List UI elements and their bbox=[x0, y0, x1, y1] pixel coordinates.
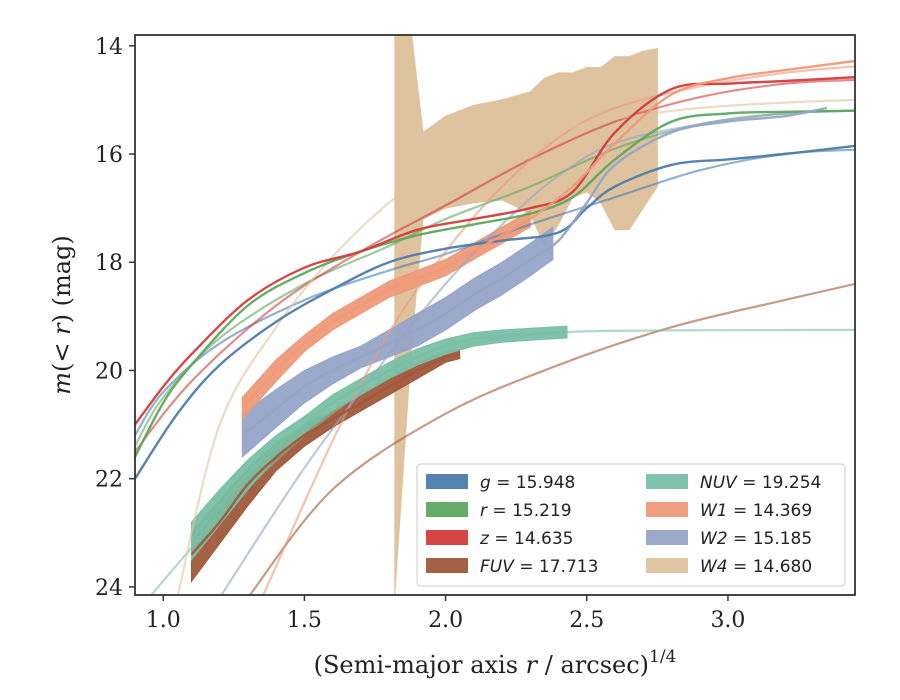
observed-curve-r bbox=[135, 109, 855, 458]
y-tick-label: 22 bbox=[95, 468, 123, 493]
x-tick-label: 3.0 bbox=[710, 608, 745, 633]
observed-curves bbox=[135, 59, 855, 556]
x-tick-label: 2.0 bbox=[428, 608, 463, 633]
x-tick-label: 1.5 bbox=[287, 608, 322, 633]
y-tick-label: 18 bbox=[95, 251, 123, 276]
legend-swatch-w1 bbox=[646, 502, 688, 517]
model-curve-z bbox=[135, 78, 855, 453]
legend: g = 15.948 r = 15.219 z = 14.635 FUV = 17.7… bbox=[416, 463, 846, 587]
legend-value: 15.185 bbox=[753, 529, 812, 549]
y-axis-ticks: 14 16 18 20 22 24 bbox=[95, 35, 135, 601]
legend-label-w4: W4 = 14.680 bbox=[700, 557, 812, 577]
observed-curve-z bbox=[135, 76, 855, 426]
legend-label-fuv: FUV = 17.713 bbox=[480, 557, 598, 577]
y-tick-label: 20 bbox=[95, 359, 123, 384]
legend-equals: = bbox=[489, 529, 514, 549]
y-axis-title: m(< r) (mag) bbox=[48, 235, 76, 395]
model-curve-fuv bbox=[248, 282, 855, 595]
legend-equals: = bbox=[514, 557, 539, 577]
legend-equals: = bbox=[728, 529, 753, 549]
x-axis-ticks: 1.0 1.5 2.0 2.5 3.0 bbox=[146, 595, 745, 633]
x-title-part: / arcsec) bbox=[537, 651, 649, 679]
x-title-var: r bbox=[526, 651, 539, 679]
y-title-part: ) (mag) bbox=[48, 235, 76, 323]
legend-value: 14.369 bbox=[753, 501, 812, 521]
y-title-var: m bbox=[48, 372, 76, 395]
y-tick-label: 16 bbox=[95, 143, 123, 168]
observed-curve-fuv bbox=[190, 353, 460, 556]
y-title-var: r bbox=[48, 322, 76, 335]
legend-label-w2: W2 = 15.185 bbox=[700, 529, 812, 549]
legend-swatch-fuv bbox=[426, 558, 468, 573]
legend-equals: = bbox=[491, 473, 516, 493]
y-tick-label: 24 bbox=[95, 576, 123, 601]
model-curve-w1 bbox=[262, 65, 855, 595]
x-title-part: (Semi-major axis bbox=[314, 651, 526, 679]
legend-band-name: NUV bbox=[700, 473, 738, 493]
legend-equals: = bbox=[728, 501, 753, 521]
observed-curve-g bbox=[135, 144, 855, 480]
legend-label-nuv: NUV = 19.254 bbox=[700, 473, 821, 493]
legend-equals: = bbox=[728, 557, 753, 577]
legend-swatch-w2 bbox=[646, 530, 688, 545]
x-title-exponent: 1/4 bbox=[649, 647, 676, 667]
legend-band-name: W1 bbox=[700, 501, 728, 521]
y-tick-label: 14 bbox=[95, 35, 123, 60]
model-curve-nuv bbox=[149, 328, 855, 595]
legend-value: 14.635 bbox=[514, 529, 573, 549]
legend-equals: = bbox=[487, 501, 512, 521]
legend-swatch-r bbox=[426, 502, 468, 517]
x-tick-label: 1.0 bbox=[146, 608, 181, 633]
x-axis-title: (Semi-major axis r / arcsec)1/4 bbox=[314, 647, 677, 679]
model-curve-w4 bbox=[176, 98, 855, 595]
legend-value: 17.713 bbox=[539, 557, 598, 577]
legend-label-r: r = 15.219 bbox=[480, 501, 572, 521]
legend-band-name: W2 bbox=[700, 529, 728, 549]
legend-band-name: g bbox=[480, 473, 491, 493]
band-w4 bbox=[394, 35, 658, 595]
legend-swatch-z bbox=[426, 530, 468, 545]
legend-label-z: z = 14.635 bbox=[479, 529, 573, 549]
band-w1 bbox=[241, 209, 531, 421]
legend-swatch-nuv bbox=[646, 474, 688, 489]
legend-label-g: g = 15.948 bbox=[480, 473, 575, 493]
band-nuv bbox=[191, 325, 568, 562]
legend-band-name: W4 bbox=[700, 557, 728, 577]
observed-curve-w1 bbox=[241, 59, 855, 410]
observed-curve-nuv bbox=[190, 330, 568, 539]
model-curve-g bbox=[135, 148, 855, 437]
legend-swatch-g bbox=[426, 474, 468, 489]
legend-band-name: r bbox=[480, 501, 488, 521]
legend-frame bbox=[416, 463, 846, 587]
legend-band-name: FUV bbox=[480, 557, 515, 577]
legend-equals: = bbox=[737, 473, 762, 493]
legend-label-w1: W1 = 14.369 bbox=[700, 501, 812, 521]
legend-value: 15.948 bbox=[516, 473, 575, 493]
legend-value: 19.254 bbox=[762, 473, 821, 493]
x-tick-label: 2.5 bbox=[569, 608, 604, 633]
legend-value: 15.219 bbox=[512, 501, 571, 521]
plot-frame bbox=[134, 34, 856, 596]
observed-curve-w2 bbox=[241, 106, 828, 437]
legend-band-name: z bbox=[479, 529, 490, 549]
legend-value: 14.680 bbox=[753, 557, 812, 577]
legend-swatch-w4 bbox=[646, 558, 688, 573]
y-title-part: (< bbox=[48, 335, 76, 372]
